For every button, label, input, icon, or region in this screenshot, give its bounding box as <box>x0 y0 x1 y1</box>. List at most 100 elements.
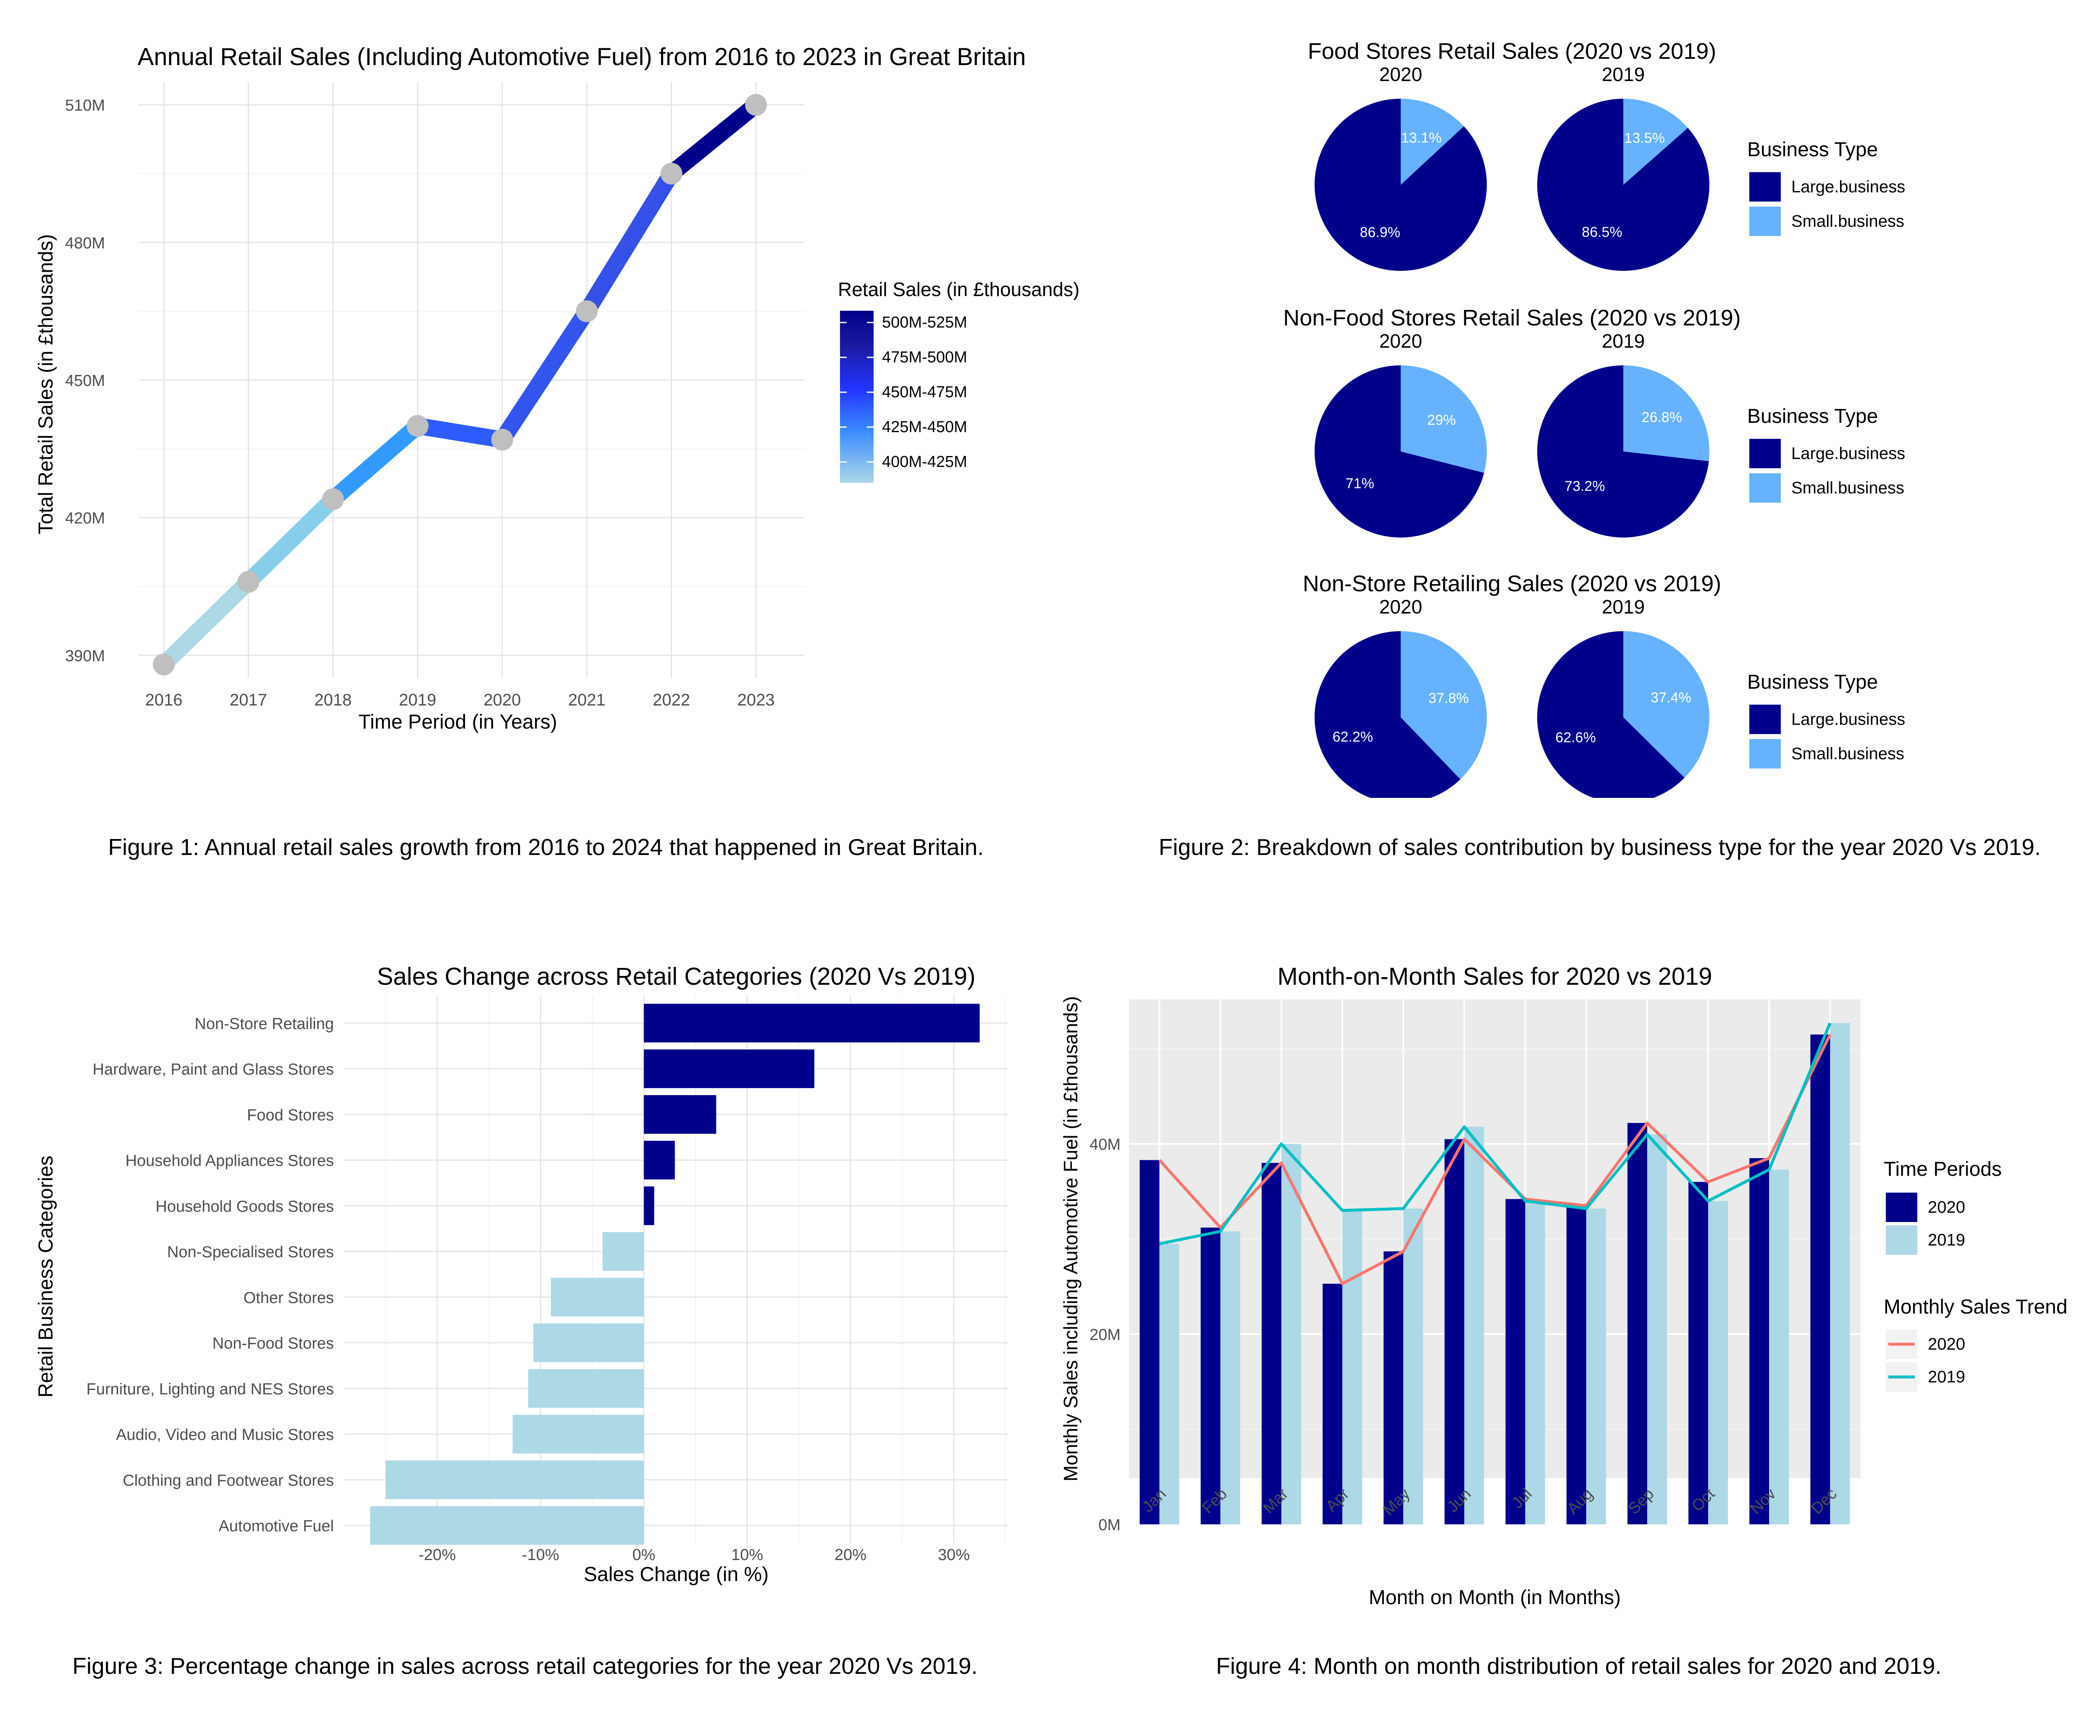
fig4-trend-line-2019 <box>1159 1023 1832 1246</box>
fig1-data-point <box>576 300 598 323</box>
fig4-bar-2019 <box>1708 1201 1728 1524</box>
fig3-bar <box>644 1141 675 1180</box>
fig2-slice-large <box>1537 365 1709 538</box>
fig3-bar <box>644 1095 717 1134</box>
fig1-legend-label: 475M-500M <box>882 349 967 366</box>
fig2-slice-large <box>1315 631 1461 804</box>
fig4-trend-line-2020 <box>1158 1033 1832 1285</box>
fig3-bar <box>370 1506 644 1545</box>
fig1-ytick-label: 450M <box>65 372 105 390</box>
fig1-ytick-label: 480M <box>65 234 105 252</box>
fig1-line-segment <box>158 576 255 671</box>
fig4-legend-label: 2019 <box>1928 1231 1965 1249</box>
fig4-bar-2019 <box>1769 1170 1789 1524</box>
figure-1: Annual Retail Sales (Including Automotiv… <box>0 0 1092 798</box>
fig1-line-segment <box>580 169 679 316</box>
fig2-slice-small <box>1401 365 1487 473</box>
fig2-chart: Food Stores Retail Sales (2020 vs 2019)2… <box>1283 39 1905 804</box>
fig1-line-segment <box>416 417 504 448</box>
fig1-line-segment <box>495 307 594 445</box>
fig1-legend: Retail Sales (in £thousands) 500M-525M 47… <box>838 278 1079 483</box>
fig3-category-label: Clothing and Footwear Stores <box>123 1472 334 1489</box>
fig2-legend-swatch <box>1749 705 1781 734</box>
fig4-legend-label: 2020 <box>1928 1335 1965 1353</box>
fig3-category-label: Automotive Fuel <box>218 1518 334 1535</box>
fig1-legend-label: 500M-525M <box>882 314 967 331</box>
fig4-ytick-label: 0M <box>1098 1516 1121 1534</box>
fig2-caption: Figure 2: Breakdown of sales contributio… <box>1158 834 2041 860</box>
fig2-slice-label: 13.1% <box>1401 130 1441 146</box>
fig4-bar-2020 <box>1627 1123 1647 1524</box>
fig2-legend-swatch <box>1749 439 1781 468</box>
fig1-data-point <box>407 415 429 437</box>
fig4-legend-label: 2019 <box>1928 1368 1965 1386</box>
fig2-pie-title: Non-Store Retailing Sales (2020 vs 2019) <box>1303 571 1722 596</box>
fig2-slice-label: 29% <box>1427 412 1456 428</box>
fig4-bar-2019 <box>1403 1209 1423 1524</box>
fig2-legend-label: Small.business <box>1791 479 1904 497</box>
fig1-legend-label: 425M-450M <box>882 418 967 436</box>
fig4-bar-2019 <box>1586 1209 1606 1524</box>
fig2-slice-small <box>1401 631 1487 779</box>
fig1-line-segment <box>242 493 339 588</box>
fig4-legend-swatch <box>1886 1193 1917 1222</box>
fig1-xtick-label: 2022 <box>653 691 690 709</box>
fig3-xtick-label: 20% <box>835 1546 866 1564</box>
fig2-slice-label: 71% <box>1346 475 1374 491</box>
fig3-category-label: Non-Store Retailing <box>194 1015 334 1033</box>
fig4-bar-2020 <box>1688 1182 1709 1524</box>
fig2-pie-group: Non-Store Retailing Sales (2020 vs 2019)… <box>1303 571 1905 804</box>
fig3-bar <box>533 1323 644 1362</box>
fig4-bar-2020 <box>1383 1251 1404 1524</box>
fig1-xtick-label: 2020 <box>483 691 521 709</box>
fig1-xtick-label: 2019 <box>399 691 436 709</box>
fig2-slice-small <box>1623 99 1688 185</box>
fig3-bar <box>644 1004 980 1043</box>
fig2-slice-large <box>1537 631 1685 804</box>
fig3-xtick-label: -20% <box>419 1546 456 1564</box>
fig3-category-label: Household Goods Stores <box>155 1198 334 1215</box>
fig3-bar <box>528 1369 644 1408</box>
fig2-pie-year-label: 2020 <box>1379 596 1422 618</box>
fig1-caption: Figure 1: Annual retail sales growth fro… <box>108 834 984 860</box>
fig2-pie-year-label: 2019 <box>1602 330 1645 352</box>
fig2-slice-label: 37.4% <box>1651 690 1691 706</box>
fig3-xtick-label: 0% <box>633 1546 656 1564</box>
fig2-legend-title: Business Type <box>1747 139 1878 161</box>
fig2-legend-label: Large.business <box>1791 178 1905 196</box>
fig3-category-label: Furniture, Lighting and NES Stores <box>87 1380 334 1398</box>
fig2-legend-label: Small.business <box>1791 745 1904 763</box>
fig4-xlabel: Month on Month (in Months) <box>1369 1587 1621 1609</box>
fig2-slice-label: 13.5% <box>1624 130 1664 146</box>
fig1-legend-label: 450M-475M <box>882 383 967 401</box>
fig3-ylabel: Retail Business Categories <box>35 1156 57 1398</box>
fig1-xtick-label: 2016 <box>145 691 183 709</box>
fig4-bar-2019 <box>1159 1243 1179 1524</box>
figure-4: Month-on-Month Sales for 2020 vs 2019 0M… <box>1050 924 2100 1617</box>
fig4-chart: Month-on-Month Sales for 2020 vs 2019 0M… <box>1060 963 2068 1609</box>
fig4-bar-2019 <box>1281 1144 1301 1524</box>
fig1-line-segment <box>666 98 761 180</box>
fig1-data-point <box>322 488 344 510</box>
fig2-legend-title: Business Type <box>1747 671 1878 693</box>
fig4-title: Month-on-Month Sales for 2020 vs 2019 <box>1278 963 1712 990</box>
fig2-pie-title: Non-Food Stores Retail Sales (2020 vs 20… <box>1283 305 1741 330</box>
figure-2: Food Stores Retail Sales (2020 vs 2019) 2… <box>1092 0 2100 804</box>
fig1-line-segment <box>327 420 423 506</box>
fig3-bar <box>644 1186 654 1225</box>
fig1-ytick-label: 510M <box>65 97 105 115</box>
fig1-xtick-label: 2018 <box>314 691 352 709</box>
fig1-data-point <box>237 571 260 593</box>
fig1-xlabel: Time Period (in Years) <box>358 711 557 733</box>
fig3-bar <box>644 1049 814 1088</box>
fig4-bar-2020 <box>1810 1034 1830 1524</box>
fig2-slice-label: 26.8% <box>1642 409 1682 425</box>
fig2-legend-label: Small.business <box>1791 212 1904 231</box>
fig3-bar <box>551 1277 644 1316</box>
fig1-data-point <box>745 94 767 116</box>
fig1-legend-label: 400M-425M <box>882 453 967 471</box>
fig3-category-label: Household Appliances Stores <box>126 1152 334 1170</box>
fig2-pie-group: Non-Food Stores Retail Sales (2020 vs 20… <box>1283 305 1905 538</box>
fig2-slice-small <box>1623 365 1709 462</box>
fig2-legend-swatch <box>1749 473 1781 503</box>
